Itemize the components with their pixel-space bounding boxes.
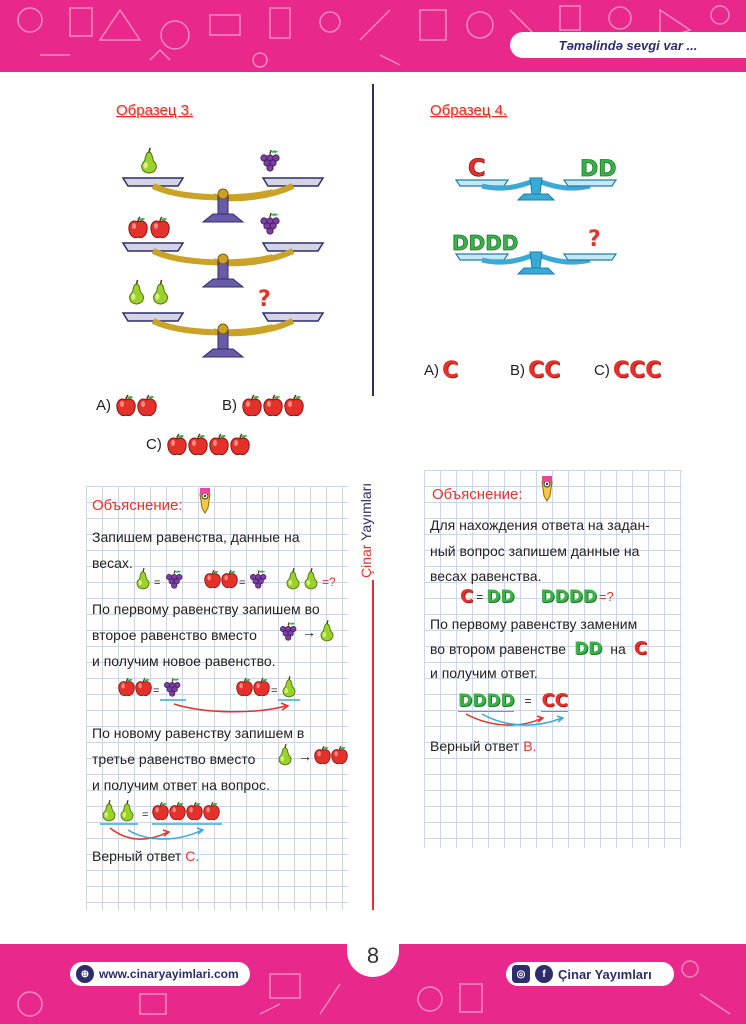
sample4-line1: Для нахождения ответа на задан- — [430, 517, 650, 533]
sample4-arrows — [465, 713, 565, 726]
sample3-final-answer: Верный ответ C. — [92, 848, 200, 864]
svg-text:=?: =? — [322, 575, 336, 589]
pear-to-apples-icon: → — [278, 744, 348, 766]
svg-text:→: → — [298, 748, 312, 764]
svg-text:→: → — [302, 624, 316, 640]
apple-icon — [242, 394, 304, 417]
sample4-line6: и получим ответ. — [430, 665, 538, 681]
sample4-answer-b[interactable]: B) CC — [510, 358, 561, 383]
apple-icon — [116, 394, 157, 417]
sample4-answer-a[interactable]: A) C — [424, 358, 459, 383]
sample3-answer-a[interactable]: A) — [96, 393, 160, 417]
svg-text:?: ? — [588, 227, 601, 252]
divider-bottom — [372, 580, 374, 910]
svg-text:=: = — [271, 685, 277, 697]
grape-to-pear-icon: → — [279, 620, 334, 642]
sample3-line3: По первому равенству запишем во — [92, 601, 320, 617]
pencil-mascot-icon — [541, 476, 553, 502]
facebook-icon: f — [535, 965, 553, 983]
svg-text:=: = — [154, 577, 160, 589]
sample3-title: Образец 3. — [116, 102, 194, 119]
svg-text:C: C — [468, 154, 486, 182]
sample3-line1: Запишем равенства, данные на — [92, 529, 300, 545]
svg-text:DDDD: DDDD — [452, 231, 518, 255]
school-pattern-icon — [17, 960, 731, 1017]
slogan-banner: Təməlində sevgi var ... — [510, 32, 746, 58]
sample4-line3: весах равенства. — [430, 568, 542, 584]
sample3-line2: весах. — [92, 555, 133, 571]
svg-text:=: = — [239, 577, 245, 589]
sample4-explanation-title: Объяснение: — [432, 486, 523, 503]
sample4-title: Образец 4. — [430, 102, 508, 119]
sample3-final-equation: = — [100, 800, 222, 840]
instagram-icon: ◎ — [512, 965, 530, 983]
header-band: Təməlində sevgi var ... — [0, 0, 746, 72]
pencil-mascot-icon — [199, 488, 211, 514]
social-link[interactable]: ◎ f Çinar Yayımları — [506, 962, 674, 986]
question-mark: ? — [258, 287, 271, 312]
sample3-line6: По новому равенству запишем в — [92, 725, 305, 741]
svg-text:=: = — [153, 685, 159, 697]
sample3-answer-c[interactable]: C) — [146, 432, 255, 456]
sample3-explanation-panel — [86, 486, 348, 910]
globe-icon: ⊕ — [76, 965, 94, 983]
sample4-final-equation: DDDD = CC — [458, 690, 568, 712]
sample3-line5: и получим новое равенство. — [92, 653, 276, 669]
sample4-explanation-panel — [424, 470, 682, 848]
sample4-scales-illustration: C DD DDDD ? — [452, 154, 628, 288]
sample3-explanation-title: Объяснение: — [92, 497, 183, 514]
sample4-answer-c[interactable]: C) CCC — [594, 358, 662, 383]
sample3-line4: второе равенство вместо — [92, 627, 257, 643]
website-link[interactable]: ⊕ www.cinaryayimlari.com — [70, 962, 250, 986]
sample4-final-answer: Верный ответ B. — [430, 738, 537, 754]
page-number: 8 — [347, 935, 399, 977]
divider-top — [372, 84, 374, 396]
sample4-line5: во втором равенстве DD на C — [430, 638, 648, 659]
svg-text:=: = — [142, 809, 148, 821]
brand-vertical-label: Çinar Yayımları — [358, 482, 374, 578]
sample4-equations-row: C = DD DDDD =? — [460, 586, 614, 607]
sample4-line2: ный вопрос запишем данные на — [430, 543, 640, 559]
apple-icon — [166, 433, 250, 456]
sample3-equations-row: = = =? — [136, 568, 336, 590]
sample3-line8: и получим ответ на вопрос. — [92, 777, 270, 793]
sample3-answer-b[interactable]: B) — [222, 393, 308, 417]
sample3-scales-illustration: ? — [118, 146, 328, 370]
sample4-line4: По первому равенству заменим — [430, 616, 638, 632]
sample3-line7: третье равенство вместо — [92, 751, 256, 767]
sample3-substitution-row: = = — [118, 676, 300, 713]
svg-text:DD: DD — [580, 157, 617, 182]
